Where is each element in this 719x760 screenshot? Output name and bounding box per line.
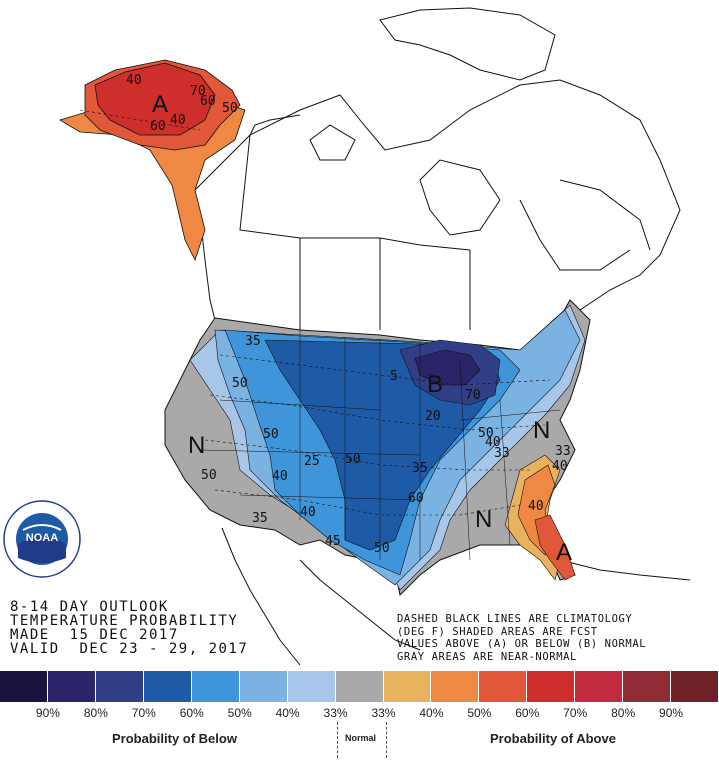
state-boundaries (199, 330, 561, 561)
legend-ticks: 90% 80% 70% 60% 50% 40% 33% 33% 40% 50% 60% 70% 80% 9… (0, 706, 719, 722)
contour-label: 40 (170, 113, 186, 128)
contour-label: 50 (232, 376, 248, 391)
contour-label: 25 (304, 454, 320, 469)
legend-divider-right (386, 722, 387, 758)
contour-label: 5 (390, 369, 398, 384)
legend-tick-label: 33% (371, 706, 396, 720)
legend-tick-label: 50% (467, 706, 492, 720)
legend-below-label: Probability of Below (112, 731, 237, 746)
legend-normal-label: Normal (345, 733, 377, 743)
note-line: DASHED BLACK LINES ARE CLIMATOLOGY (397, 613, 633, 625)
outlook-title-block: 8-14 DAY OUTLOOK TEMPERATURE PROBABILITY M… (10, 600, 248, 656)
contour-label: 45 (325, 534, 341, 549)
legend-tick-label: 40% (275, 706, 300, 720)
contour-label: 40 (126, 73, 142, 88)
outlook-valid-dates: VALID DEC 23 - 29, 2017 (10, 641, 249, 657)
legend-swatch (671, 671, 719, 702)
legend-swatch (575, 671, 624, 702)
region-label-alaska: A (152, 91, 168, 118)
contour-label: 40 (272, 469, 288, 484)
contour-label: 35 (412, 461, 428, 476)
legend-tick-label: 90% (659, 706, 684, 720)
legend-tick-label: 60% (179, 706, 204, 720)
legend-swatch (479, 671, 528, 702)
contour-label: 50 (478, 426, 494, 441)
legend-tick-label: 90% (35, 706, 60, 720)
legend-swatch (287, 671, 336, 702)
region-label-southeast: N (475, 506, 492, 533)
note-line: VALUES ABOVE (A) OR BELOW (B) NORMAL (397, 638, 647, 650)
legend-swatch (431, 671, 480, 702)
legend-tick-label: 80% (611, 706, 636, 720)
contour-label: 33 (494, 446, 510, 461)
contour-label: 60 (200, 94, 216, 109)
contour-label: 40 (485, 435, 501, 450)
legend-swatch (527, 671, 576, 702)
contour-label: 50 (345, 452, 361, 467)
florida-above-60 (534, 514, 576, 581)
svg-text:NOAA: NOAA (26, 532, 58, 544)
legend-swatch (191, 671, 240, 702)
legend-tick-label: 50% (227, 706, 252, 720)
contour-label: 50 (201, 468, 217, 483)
outlook-period: 8-14 DAY OUTLOOK (10, 599, 169, 615)
legend-tick-label: 70% (131, 706, 156, 720)
region-label-west: N (188, 432, 205, 459)
note-line: (DEG F) SHADED AREAS ARE FCST (397, 625, 598, 638)
legend-swatch (623, 671, 672, 702)
legend-divider-left (337, 722, 338, 758)
legend-tick-label: 33% (323, 706, 348, 720)
legend-swatch (239, 671, 288, 702)
contour-label: 35 (252, 511, 268, 526)
below-80-center (414, 349, 481, 386)
contour-label: 40 (528, 499, 544, 514)
region-label-florida: A (556, 539, 572, 566)
outlook-variable: TEMPERATURE PROBABILITY (10, 613, 239, 629)
contour-label: 35 (245, 334, 261, 349)
legend-swatch (335, 671, 384, 702)
climatology-contours (79, 109, 551, 516)
legend-swatch (143, 671, 192, 702)
contour-label: 33 (555, 444, 571, 459)
legend-tick-label: 60% (515, 706, 540, 720)
contour-label: 50 (222, 101, 238, 116)
contour-label: 60 (408, 491, 424, 506)
legend-tick-label: 80% (83, 706, 108, 720)
legend-tick-label: 40% (419, 706, 444, 720)
contour-label: 70 (465, 388, 481, 403)
legend-tick-label: 70% (563, 706, 588, 720)
alaska-above-darkred (94, 62, 216, 136)
map-note: DASHED BLACK LINES ARE CLIMATOLOGY (DEG F… (397, 613, 646, 663)
contour-label: 40 (552, 459, 568, 474)
canada-outline (184, 7, 681, 335)
contour-label: 40 (300, 505, 316, 520)
mexico-outline (221, 527, 691, 666)
contour-label: 70 (190, 84, 206, 99)
legend-above-label: Probability of Above (490, 731, 616, 746)
contour-label: 20 (425, 409, 441, 424)
region-label-midatlantic: N (533, 417, 550, 444)
legend-swatch (95, 671, 144, 702)
contour-label: 50 (263, 427, 279, 442)
outlook-made-date: MADE 15 DEC 2017 (10, 627, 179, 643)
contour-label: 50 (374, 541, 390, 556)
noaa-logo: NOAA (3, 500, 81, 578)
legend-swatch (0, 671, 48, 702)
region-label-great-lakes: B (427, 371, 443, 398)
note-line: GRAY AREAS ARE NEAR-NORMAL (397, 650, 577, 663)
probability-legend (0, 671, 719, 702)
contour-label: 60 (150, 119, 166, 134)
legend-swatch (47, 671, 96, 702)
legend-swatch (383, 671, 432, 702)
